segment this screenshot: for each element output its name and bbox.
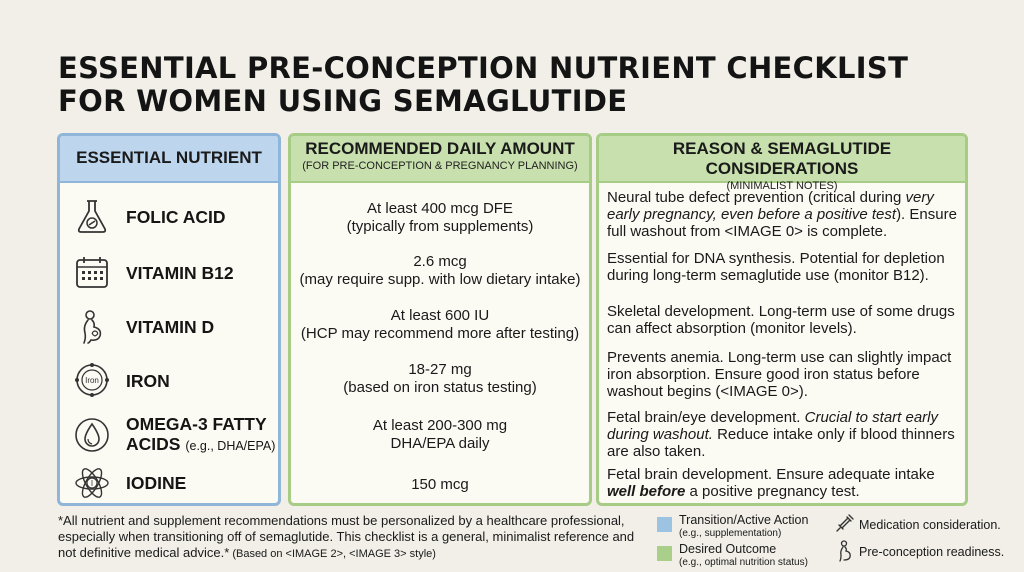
amount-omega-3: At least 200-300 mg DHA/EPA daily bbox=[291, 417, 589, 453]
amount-column-header: RECOMMENDED DAILY AMOUNT (FOR PRE-CONCEP… bbox=[291, 136, 589, 183]
reason-folic-acid: Neural tube defect prevention (critical … bbox=[607, 189, 957, 240]
reason-column: REASON & SEMAGLUTIDE CONSIDERATIONS (MIN… bbox=[596, 133, 968, 506]
syringe-icon bbox=[836, 514, 854, 532]
amount-line-2: (may require supp. with low dietary inta… bbox=[299, 271, 581, 288]
legend-label-medication: Medication consideration. bbox=[859, 518, 1001, 532]
reason-vitamin-d: Skeletal development. Long-term use of s… bbox=[607, 303, 955, 337]
nutrient-column-header: ESSENTIAL NUTRIENT bbox=[60, 136, 278, 183]
pregnant-woman-icon bbox=[839, 540, 851, 562]
legend-label-transition: Transition/Active Action (e.g., suppleme… bbox=[679, 513, 809, 540]
amount-iron: 18-27 mg (based on iron status testing) bbox=[291, 361, 589, 397]
iron-icon-text: Iron bbox=[85, 376, 99, 385]
flask-icon bbox=[77, 200, 107, 233]
reason-omega-3: Fetal brain/eye development. Crucial to … bbox=[607, 409, 955, 460]
reason-column-header: REASON & SEMAGLUTIDE CONSIDERATIONS (MIN… bbox=[599, 136, 965, 192]
amount-vitamin-d: At least 600 IU (HCP may recommend more … bbox=[291, 307, 589, 343]
atom-icon: I bbox=[75, 468, 109, 498]
nutrient-name: IODINE bbox=[126, 473, 187, 493]
nutrient-name: OMEGA-3 FATTY ACIDS (e.g., DHA/EPA) bbox=[126, 414, 275, 456]
nutrient-row-omega-3: OMEGA-3 FATTY ACIDS (e.g., DHA/EPA) bbox=[60, 408, 278, 462]
title-line-2: FOR WOMEN USING SEMAGLUTIDE bbox=[58, 84, 628, 118]
amount-line-2: DHA/EPA daily bbox=[390, 435, 490, 452]
amount-line-1: At least 400 mcg DFE bbox=[367, 200, 513, 217]
nutrient-name-sub: (e.g., DHA/EPA) bbox=[185, 439, 276, 453]
amount-line-1: 18-27 mg bbox=[408, 361, 472, 378]
amount-iodine: 150 mcg bbox=[291, 476, 589, 494]
legend-swatch-blue bbox=[657, 517, 672, 532]
reason-column-subtitle: (MINIMALIST NOTES) bbox=[726, 180, 838, 192]
reason-column-title: REASON & SEMAGLUTIDE CONSIDERATIONS bbox=[672, 139, 892, 178]
amount-line-1: At least 600 IU bbox=[390, 307, 490, 324]
nutrient-name: VITAMIN D bbox=[126, 317, 215, 337]
droplet-icon bbox=[75, 418, 109, 452]
reason-iodine: Fetal brain development. Ensure adequate… bbox=[607, 466, 935, 500]
pregnant-woman-icon bbox=[83, 310, 102, 344]
amount-column: RECOMMENDED DAILY AMOUNT (FOR PRE-CONCEP… bbox=[288, 133, 592, 506]
iron-icon: Iron bbox=[75, 363, 109, 397]
amount-line-1: 150 mcg bbox=[411, 476, 469, 493]
calendar-icon bbox=[76, 257, 108, 288]
nutrient-row-iron: Iron IRON bbox=[60, 354, 278, 406]
amount-line-2: (HCP may recommend more after testing) bbox=[300, 325, 580, 342]
nutrient-row-vitamin-d: VITAMIN D bbox=[60, 299, 278, 353]
amount-line-2: (based on iron status testing) bbox=[343, 379, 537, 396]
reason-iron: Prevents anemia. Long-term use can sligh… bbox=[607, 349, 952, 400]
amount-line-1: 2.6 mcg bbox=[413, 253, 467, 270]
footnote: *All nutrient and supplement recommendat… bbox=[58, 513, 648, 562]
amount-line-2: (typically from supplements) bbox=[346, 218, 534, 235]
nutrient-name: VITAMIN B12 bbox=[126, 263, 234, 283]
nutrient-name-line-1: OMEGA-3 FATTY bbox=[126, 414, 267, 434]
atom-icon-text: I bbox=[91, 479, 93, 488]
legend-label-outcome: Desired Outcome (e.g., optimal nutrition… bbox=[679, 542, 808, 569]
footnote-source: (Based on <IMAGE 2>, <IMAGE 3> style) bbox=[229, 548, 436, 560]
nutrient-name: FOLIC ACID bbox=[126, 207, 226, 227]
nutrient-column-title: ESSENTIAL NUTRIENT bbox=[76, 148, 262, 167]
nutrient-row-vitamin-b12: VITAMIN B12 bbox=[60, 246, 278, 298]
reason-vitamin-b12: Essential for DNA synthesis. Potential f… bbox=[607, 250, 945, 284]
amount-line-1: At least 200-300 mg bbox=[372, 417, 508, 434]
amount-column-subtitle: (FOR PRE-CONCEPTION & PREGNANCY PLANNING… bbox=[302, 160, 578, 172]
nutrient-row-iodine: I IODINE bbox=[60, 463, 278, 503]
amount-column-title: RECOMMENDED DAILY AMOUNT bbox=[305, 139, 575, 158]
amount-vitamin-b12: 2.6 mcg (may require supp. with low diet… bbox=[291, 253, 589, 289]
nutrient-row-folic-acid: FOLIC ACID bbox=[60, 192, 278, 242]
footnote-main: *All nutrient and supplement recommendat… bbox=[58, 513, 635, 560]
title-line-1: ESSENTIAL PRE-CONCEPTION NUTRIENT CHECKL… bbox=[58, 51, 909, 85]
legend-swatch-green bbox=[657, 546, 672, 561]
nutrient-name: IRON bbox=[126, 371, 170, 391]
amount-folic-acid: At least 400 mcg DFE (typically from sup… bbox=[291, 200, 589, 236]
legend-label-preconception: Pre-conception readiness. bbox=[859, 545, 1005, 559]
nutrient-column: ESSENTIAL NUTRIENT FOLIC ACID VITAMIN B1… bbox=[57, 133, 281, 506]
page-title: ESSENTIAL PRE-CONCEPTION NUTRIENT CHECKL… bbox=[58, 52, 908, 118]
nutrient-name-line-2: ACIDS bbox=[126, 434, 181, 454]
